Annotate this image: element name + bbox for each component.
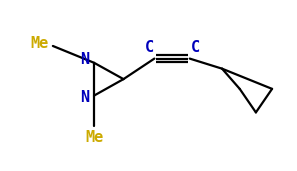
Text: C: C xyxy=(145,40,154,55)
Text: Me: Me xyxy=(30,36,48,51)
Text: N: N xyxy=(80,52,90,67)
Text: C: C xyxy=(191,40,200,55)
Text: Me: Me xyxy=(85,130,103,145)
Text: N: N xyxy=(80,90,90,105)
